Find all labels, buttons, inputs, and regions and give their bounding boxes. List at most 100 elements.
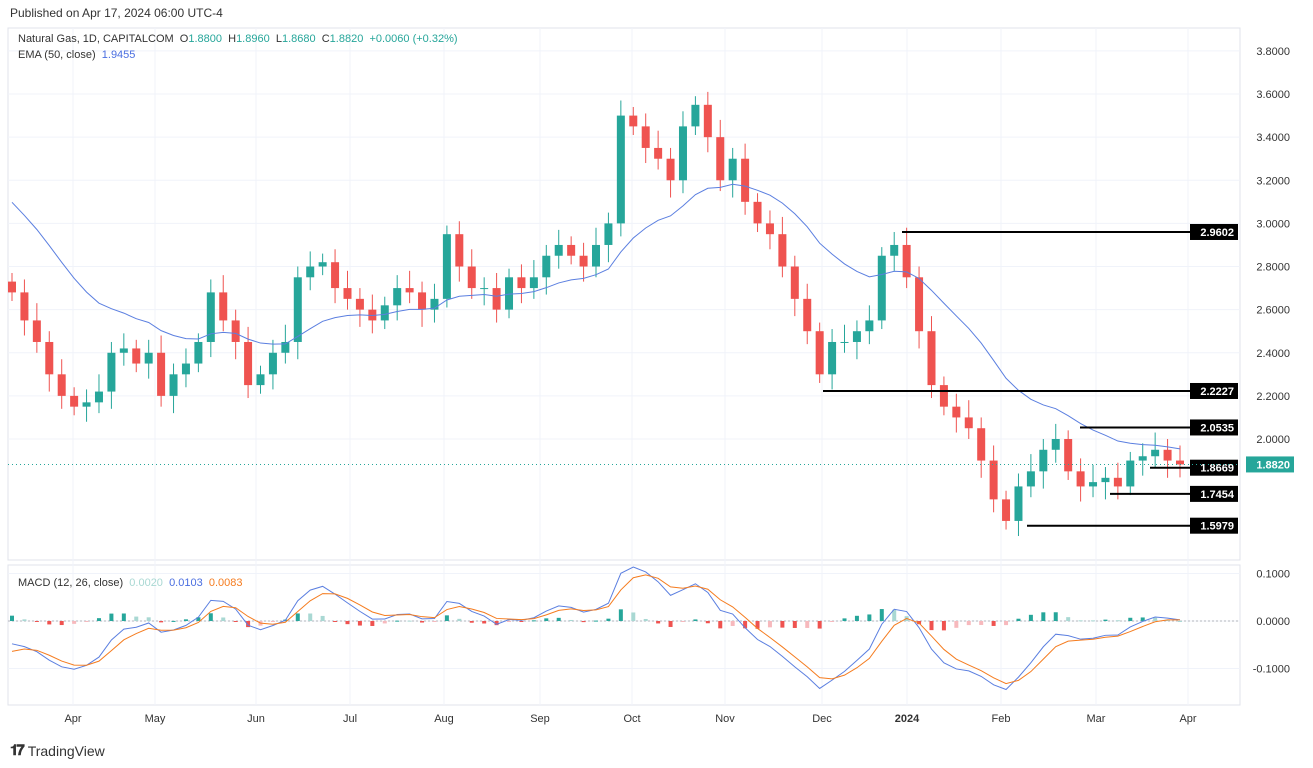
candle-body [716, 137, 725, 181]
macd-histogram-bar [1066, 617, 1071, 621]
x-tick-label: Apr [1179, 713, 1196, 725]
macd-histogram-bar [743, 621, 748, 629]
macd-histogram-bar [233, 621, 238, 622]
macd-legend[interactable]: MACD (12, 26, close) 0.0020 0.0103 0.008… [18, 577, 243, 589]
level-label-box [1190, 459, 1238, 476]
candle-body [902, 244, 911, 278]
candle-body [939, 385, 948, 407]
symbol-name[interactable]: Natural Gas, 1D, CAPITALCOM [18, 33, 174, 45]
macd-histogram-bar [72, 621, 77, 624]
candle-body [1138, 456, 1147, 461]
macd-histogram-bar [171, 620, 176, 622]
macd-histogram-bar [519, 621, 524, 622]
macd-histogram-bar [643, 618, 648, 621]
macd-histogram-bar [1178, 620, 1182, 622]
published-date: Published on Apr 17, 2024 06:00 UTC-4 [10, 6, 223, 20]
macd-histogram-bar [34, 621, 39, 622]
macd-histogram-bar [196, 617, 201, 621]
candle-body [82, 402, 91, 407]
candle-body [244, 341, 253, 386]
macd-histogram-bar [805, 621, 810, 628]
macd-histogram-bar [879, 609, 884, 621]
candle-body [815, 331, 824, 375]
main-pane-border [7, 27, 1241, 561]
candle-body [840, 341, 849, 343]
macd-histogram-bar [531, 620, 536, 622]
macd-histogram-bar [1028, 614, 1033, 621]
macd-pane [10, 566, 1182, 691]
macd-histogram-bar [96, 618, 101, 621]
macd-histogram-bar [1140, 617, 1145, 621]
candle-body [592, 244, 600, 267]
candle-body [778, 234, 787, 267]
macd-histogram-bar [830, 621, 835, 622]
brand-name: TradingView [27, 742, 105, 759]
grid [7, 27, 1241, 706]
candle-body [629, 115, 638, 127]
candle-body [20, 292, 29, 321]
macd-histogram-bar [1004, 621, 1009, 626]
macd-histogram-bar [656, 621, 661, 624]
x-tick-label: May [145, 713, 166, 725]
candle-body [194, 341, 203, 364]
macd-histogram-bar [1153, 617, 1158, 621]
macd-histogram-bar [680, 621, 685, 622]
x-tick-label: Feb [992, 713, 1011, 725]
candle-body [877, 255, 886, 321]
candle-body [107, 352, 116, 392]
candle-body [1113, 477, 1122, 487]
macd-histogram-bar [482, 621, 487, 624]
candle-body [70, 395, 79, 407]
candle-body [119, 348, 128, 353]
macd-histogram-bar [420, 621, 425, 623]
candle-body [318, 262, 327, 267]
candle-body [977, 428, 986, 461]
ema-legend[interactable]: EMA (50, close) 1.9455 [18, 49, 135, 61]
macd-histogram-bar [109, 613, 114, 621]
macd-histogram-bar [295, 613, 300, 621]
x-tick-label: Nov [715, 713, 735, 725]
macd-histogram-bar [755, 621, 760, 629]
macd-histogram-bar [208, 613, 213, 621]
candle-body [865, 320, 874, 332]
candle-body [455, 234, 464, 267]
macd-histogram-bar [333, 621, 338, 622]
tradingview-logo-icon: 𝟏𝟕 [10, 742, 25, 759]
candle-body [579, 255, 588, 267]
candles [8, 91, 1184, 537]
candle-body [169, 374, 178, 396]
levels: 2.9602 2.2227 2.0535 1.8669 1.7454 1.5979 1.88… [8, 223, 1294, 534]
macd-histogram-bar [1053, 612, 1058, 621]
level-label: 1.8669 [1200, 463, 1234, 475]
candle-body [393, 288, 402, 306]
macd-histogram-bar [134, 616, 139, 621]
macd-histogram-bar [246, 621, 251, 628]
tradingview-logo[interactable]: 𝟏𝟕 TradingView [10, 742, 105, 759]
open-value: 1.8800 [188, 33, 222, 45]
candle-body [157, 352, 166, 396]
macd-histogram-bar [544, 618, 549, 621]
macd-histogram-bar [1016, 618, 1021, 621]
macd-histogram-bar [556, 617, 561, 621]
y-tick-label: 2.2000 [1256, 391, 1290, 403]
candle-body [206, 292, 215, 342]
candle-body [219, 292, 228, 321]
candle-body [542, 255, 551, 278]
level-label: 2.2227 [1200, 386, 1234, 398]
candle-body [691, 104, 700, 127]
macd-histogram-bar [581, 621, 586, 623]
macd-histogram-bar [320, 615, 325, 621]
x-tick-label: 2024 [895, 713, 920, 725]
macd-tick-label: 0.1000 [1256, 569, 1290, 581]
level-label: 2.9602 [1200, 227, 1234, 239]
change-value: +0.0060 (+0.32%) [369, 33, 458, 45]
macd-histogram-bar [631, 612, 636, 621]
level-label-box [1190, 382, 1238, 399]
y-tick-label: 2.8000 [1256, 262, 1290, 274]
candle-body [268, 352, 277, 375]
macd-histogram-bar [84, 621, 89, 622]
candle-body [952, 406, 961, 418]
y-tick-label: 3.2000 [1256, 175, 1290, 187]
y-tick-label: 2.0000 [1256, 434, 1290, 446]
